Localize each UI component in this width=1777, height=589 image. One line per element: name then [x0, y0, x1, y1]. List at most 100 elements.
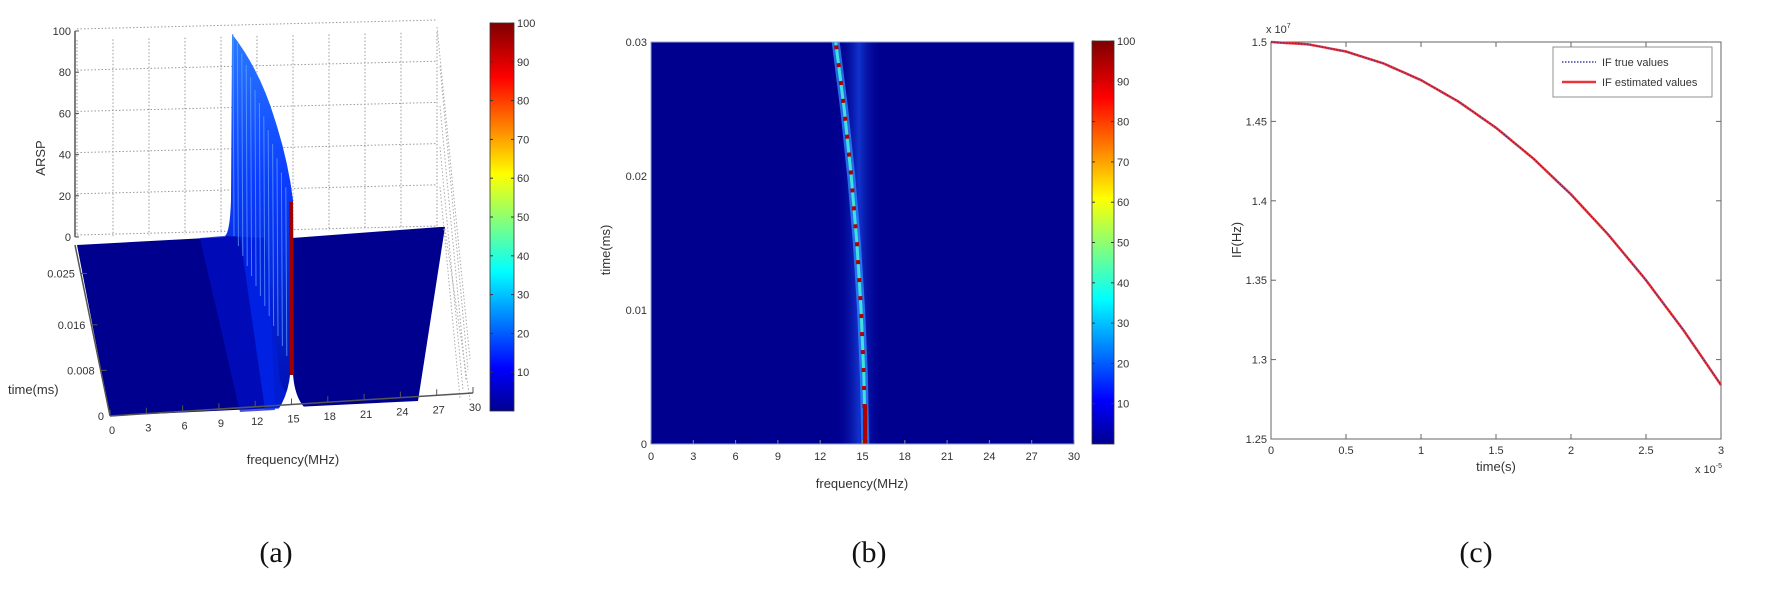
colorbar-tick-label: 100: [1117, 36, 1135, 48]
panel-c-x-exponent: x 10-5: [1695, 463, 1722, 476]
colorbar-tick-label: 70: [517, 134, 529, 146]
z-tick-label: 20: [59, 191, 71, 203]
x-tick-label: 3: [1718, 445, 1724, 457]
colorbar-tick-label: 80: [517, 96, 529, 108]
panel-b-caption: (b): [852, 536, 887, 569]
time-tick-label: 0.025: [47, 269, 75, 281]
colorbar-tick-label: 80: [1117, 117, 1129, 129]
x-tick-label: 27: [1026, 451, 1038, 463]
time-tick-label: 0: [98, 411, 104, 423]
panel-a-ridge-crest: [289, 201, 294, 399]
x-tick-label: 21: [941, 451, 953, 463]
panel-c-plot-area: [1270, 41, 1722, 440]
panel-b-y-ticks: 0 0.01 0.02 0.03: [626, 37, 647, 451]
colorbar-tick-label: 90: [517, 57, 529, 69]
colorbar-tick-label: 30: [1117, 318, 1129, 330]
y-tick-label: 0.03: [626, 37, 647, 49]
colorbar-tick-label: 60: [517, 173, 529, 185]
z-tick-label: 40: [59, 150, 71, 162]
freq-tick-label: 18: [324, 411, 336, 423]
x-tick-label: 1.5: [1488, 445, 1503, 457]
freq-tick-label: 3: [145, 423, 151, 435]
colorbar-tick-label: 50: [517, 212, 529, 224]
time-tick-label: 0.016: [58, 320, 86, 332]
panel-c-y-label: IF(Hz): [1229, 222, 1244, 258]
panel-c-line-chart: 0 0.5 1 1.5 2 2.5 3 1.25 1.3 1.35 1.4 1.45 1.5 x 10…: [1229, 23, 1724, 569]
y-tick-label: 0.01: [626, 305, 647, 317]
freq-tick-label: 30: [469, 402, 481, 414]
panel-c-x-ticks: 0 0.5 1 1.5 2 2.5 3: [1268, 42, 1724, 457]
panel-c-y-ticks: 1.25 1.3 1.35 1.4 1.45 1.5: [1246, 37, 1721, 446]
x-tick-label: 0: [648, 451, 654, 463]
colorbar-tick-label: 70: [1117, 157, 1129, 169]
y-tick-label: 1.25: [1246, 434, 1267, 446]
z-tick-label: 0: [65, 232, 71, 244]
z-tick-label: 80: [59, 67, 71, 79]
colorbar-tick-label: 100: [517, 18, 535, 30]
freq-tick-label: 9: [218, 418, 224, 430]
freq-tick-label: 12: [251, 416, 263, 428]
panel-a-colorbar: [489, 22, 515, 412]
freq-tick-label: 15: [287, 414, 299, 426]
x-tick-label: 1: [1418, 445, 1424, 457]
x-tick-label: 9: [775, 451, 781, 463]
panel-a-time-label: time(ms): [8, 382, 59, 397]
colorbar-tick-label: 40: [517, 251, 529, 263]
panel-a-z-ticks: 0 20 40 60 80 100: [53, 26, 79, 244]
panel-c-y-exponent: x 107: [1266, 23, 1291, 36]
panel-a-ridge-mesh: [232, 33, 292, 367]
colorbar-tick-label: 60: [1117, 197, 1129, 209]
legend-true-label: IF true values: [1602, 57, 1669, 69]
z-tick-label: 100: [53, 26, 71, 38]
panel-b-colorbar: [1091, 40, 1115, 445]
panel-b-x-ticks: 0 3 6 9 12 15 18 21 24 27 30: [648, 440, 1080, 463]
y-tick-label: 1.35: [1246, 275, 1267, 287]
y-tick-label: 1.5: [1252, 37, 1267, 49]
z-tick-label: 60: [59, 108, 71, 120]
colorbar-tick-label: 20: [1117, 358, 1129, 370]
panel-a-freq-ticks: 0 3 6 9 12 15 18 21 24 27 30: [109, 387, 481, 437]
panel-b-y-label: time(ms): [598, 225, 613, 276]
panel-b-ridge-peaks: [833, 41, 868, 445]
x-tick-label: 2: [1568, 445, 1574, 457]
panel-a-colorbar-ticks: 10 20 30 40 50 60 70 80 90 100: [490, 18, 535, 379]
x-tick-label: 12: [814, 451, 826, 463]
y-tick-label: 0: [641, 439, 647, 451]
x-tick-label: 0.5: [1338, 445, 1353, 457]
x-tick-label: 2.5: [1638, 445, 1653, 457]
freq-tick-label: 24: [396, 407, 408, 419]
colorbar-tick-label: 30: [517, 290, 529, 302]
legend-estimated-label: IF estimated values: [1602, 77, 1698, 89]
y-tick-label: 1.4: [1252, 196, 1267, 208]
panel-c-legend: IF true values IF estimated values: [1552, 46, 1713, 98]
panel-c-series-true: [1270, 41, 1722, 386]
freq-tick-label: 27: [433, 404, 445, 416]
freq-tick-label: 0: [109, 425, 115, 437]
freq-tick-label: 6: [182, 420, 188, 432]
panel-a-side-wall: [436, 26, 471, 401]
colorbar-tick-label: 20: [517, 328, 529, 340]
x-tick-label: 30: [1068, 451, 1080, 463]
colorbar-tick-label: 10: [1117, 399, 1129, 411]
x-tick-label: 3: [690, 451, 696, 463]
colorbar-tick-label: 40: [1117, 278, 1129, 290]
y-tick-label: 0.02: [626, 171, 647, 183]
panel-b-x-label: frequency(MHz): [816, 476, 908, 491]
x-tick-label: 18: [899, 451, 911, 463]
panel-b-heatmap: 0 3 6 9 12 15 18 21 24 27 30 0 0.01 0.02 0.03 frequen…: [598, 36, 1135, 569]
panel-a-notch: [278, 375, 305, 410]
colorbar-tick-label: 10: [517, 367, 529, 379]
x-tick-label: 6: [733, 451, 739, 463]
panel-a-caption: (a): [259, 536, 292, 569]
x-tick-label: 15: [856, 451, 868, 463]
x-tick-label: 24: [983, 451, 995, 463]
panel-c-x-label: time(s): [1476, 459, 1516, 474]
panel-a-time-ticks: 0 0.008 0.016 0.025: [47, 269, 116, 423]
y-tick-label: 1.3: [1252, 355, 1267, 367]
panel-a-freq-label: frequency(MHz): [247, 452, 339, 467]
time-tick-label: 0.008: [67, 365, 95, 377]
panel-a-z-label: ARSP: [33, 140, 48, 175]
panel-c-caption: (c): [1459, 536, 1492, 569]
